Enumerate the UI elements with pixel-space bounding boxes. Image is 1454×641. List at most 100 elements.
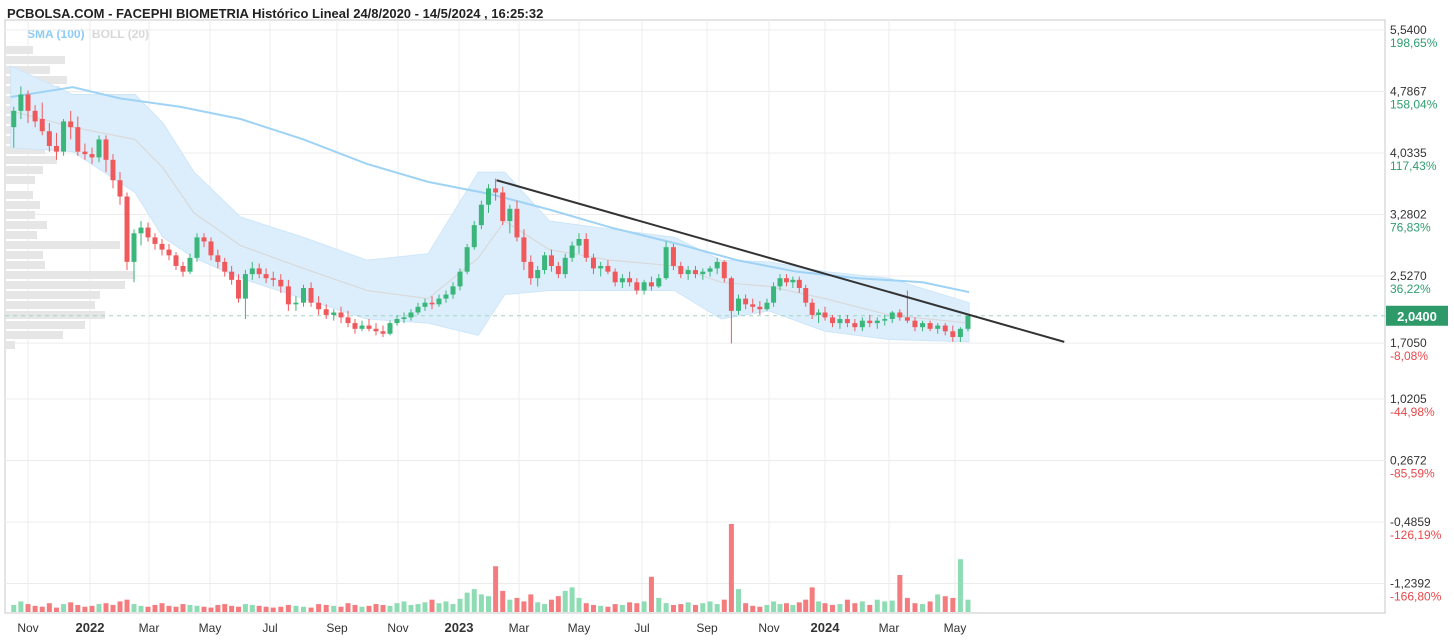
volume-bar bbox=[145, 606, 151, 612]
candle-body bbox=[61, 121, 67, 152]
candle-body bbox=[443, 294, 449, 299]
candle bbox=[229, 265, 235, 285]
candle-body bbox=[352, 323, 358, 329]
candle bbox=[201, 233, 207, 248]
volume-bar bbox=[229, 605, 235, 612]
candle bbox=[110, 154, 116, 189]
profile-bar bbox=[5, 201, 40, 209]
volume-bar bbox=[882, 601, 888, 612]
grid bbox=[4, 19, 1386, 614]
profile-bar bbox=[5, 271, 135, 279]
volume-bar bbox=[714, 604, 720, 612]
x-tick-label: Mar bbox=[139, 621, 160, 635]
candle-body bbox=[700, 271, 706, 275]
candle bbox=[920, 320, 926, 332]
candle-body bbox=[194, 237, 200, 258]
volume-bar bbox=[331, 605, 337, 612]
profile-bar bbox=[5, 301, 95, 309]
x-tick-label: Nov bbox=[758, 621, 779, 635]
volume-bar bbox=[829, 604, 835, 612]
profile-bar bbox=[5, 46, 33, 54]
candle bbox=[935, 323, 941, 334]
candle bbox=[131, 229, 137, 283]
volume-bar bbox=[904, 597, 910, 612]
candle-body bbox=[750, 304, 756, 307]
candle-body bbox=[634, 282, 640, 291]
candle bbox=[837, 314, 843, 329]
candle-body bbox=[464, 247, 470, 272]
candle-body bbox=[707, 268, 713, 272]
volume-bar bbox=[912, 603, 918, 612]
candle-body bbox=[308, 288, 314, 303]
candle-body bbox=[816, 312, 822, 315]
volume-bar bbox=[859, 601, 865, 612]
y-tick-price: -1,2392 bbox=[1390, 576, 1431, 590]
candle-body bbox=[301, 288, 306, 303]
candle-body bbox=[904, 317, 910, 321]
candles bbox=[11, 86, 971, 344]
candle-body bbox=[138, 227, 144, 234]
candle-body bbox=[535, 270, 541, 279]
volume-bar bbox=[965, 599, 971, 612]
candle bbox=[308, 282, 314, 307]
y-tick-percent: 36,22% bbox=[1390, 282, 1431, 296]
x-tick-label: Nov bbox=[17, 621, 38, 635]
candle-body bbox=[415, 306, 421, 313]
candle-body bbox=[18, 94, 24, 111]
volume-bar bbox=[816, 601, 822, 612]
candle bbox=[627, 271, 633, 287]
candle bbox=[208, 237, 214, 261]
candle-body bbox=[429, 302, 435, 305]
candle bbox=[904, 290, 910, 324]
candle bbox=[323, 304, 329, 320]
y-tick-price: 4,0335 bbox=[1390, 146, 1427, 160]
candle-body bbox=[117, 180, 123, 197]
x-tick-label: 2024 bbox=[811, 620, 841, 635]
candle-body bbox=[590, 257, 596, 269]
candle bbox=[117, 172, 123, 205]
candle bbox=[874, 317, 880, 329]
candle bbox=[89, 147, 95, 164]
profile-bar bbox=[5, 311, 105, 319]
y-tick-percent: 117,43% bbox=[1390, 159, 1437, 173]
candle bbox=[777, 274, 783, 291]
candle bbox=[912, 317, 918, 332]
candle bbox=[415, 302, 421, 315]
volume-bar bbox=[201, 606, 207, 612]
candle-body bbox=[89, 154, 95, 158]
candle bbox=[75, 116, 81, 156]
volume-bar bbox=[485, 596, 491, 612]
volume-bar bbox=[728, 524, 734, 612]
candle bbox=[562, 253, 568, 279]
candle-body bbox=[656, 278, 662, 287]
volume-bar bbox=[293, 605, 299, 612]
candle-body bbox=[394, 319, 400, 324]
candle-body bbox=[11, 110, 17, 128]
y-tick-percent: -126,19% bbox=[1390, 528, 1442, 542]
volume-bar bbox=[366, 605, 372, 612]
candle bbox=[685, 265, 691, 280]
candle-body bbox=[39, 118, 45, 132]
volume-bar bbox=[478, 594, 484, 612]
candle bbox=[942, 323, 948, 336]
volume-bar bbox=[803, 599, 809, 612]
candle bbox=[507, 204, 513, 234]
candle bbox=[771, 282, 777, 307]
candle bbox=[493, 178, 499, 201]
volume-bar bbox=[656, 597, 662, 612]
candle-body bbox=[159, 243, 165, 250]
volume-bar bbox=[25, 604, 31, 612]
candle-body bbox=[867, 320, 873, 324]
volume-bar bbox=[222, 604, 228, 612]
candle bbox=[96, 135, 102, 163]
volume-bar bbox=[215, 604, 221, 612]
volume-bar bbox=[822, 603, 828, 612]
volume-bar bbox=[373, 604, 379, 612]
candle bbox=[670, 243, 676, 271]
candle-body bbox=[152, 237, 158, 244]
volume-bar bbox=[270, 607, 276, 612]
candle bbox=[743, 294, 749, 310]
candle bbox=[663, 241, 669, 280]
y-tick-price: 1,7050 bbox=[1390, 336, 1427, 350]
